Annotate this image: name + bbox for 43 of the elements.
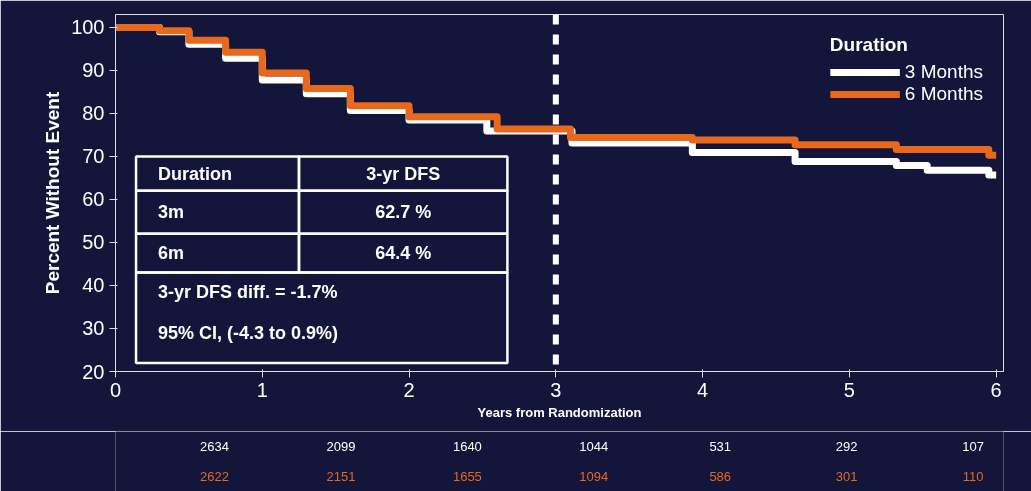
y-tick-label: 20 [82,360,105,383]
y-tick-label: 50 [82,231,105,254]
x-tick-label: 5 [843,378,855,401]
x-tick-label: 1 [256,378,268,401]
text: 2622 [200,469,230,484]
y-axis-title: Percent Without Event [42,91,64,295]
text: 110 [962,469,984,484]
x-tick-label: 6 [990,378,1002,401]
y-tick-label: 40 [82,274,105,297]
annotation: 95% CI, (-4.3 to 0.9%) [158,322,339,343]
text: 2151 [326,469,356,484]
text: 301 [835,469,858,484]
text: 531 [709,439,732,454]
y-tick-label: 80 [82,102,105,125]
annotation: Duration [158,163,233,184]
annotation: 6m [158,243,185,264]
x-tick-label: 4 [697,378,709,401]
annotation: 64.4 % [375,243,432,264]
y-tick-label: 30 [82,317,105,340]
text: 1655 [452,469,482,484]
text: 586 [709,469,732,484]
text: 1640 [452,439,482,454]
legend-title: Duration [829,34,909,56]
annotation: 62.7 % [375,202,432,223]
annotation: 3m [158,202,185,223]
text: 292 [835,439,858,454]
text: 2634 [200,439,230,454]
y-tick-label: 70 [82,145,105,168]
text: 1044 [579,439,609,454]
y-tick-label: 60 [82,188,105,211]
x-tick-label: 2 [403,378,415,401]
text: 107 [962,439,984,454]
text: 2099 [326,439,356,454]
y-tick-label: 90 [82,59,105,82]
legend-label: 3 Months [904,61,983,83]
text: 1094 [579,469,609,484]
x-axis-title: Years from Randomization [477,404,642,420]
y-tick-label: 100 [71,16,105,39]
x-tick-label: 3 [550,378,562,401]
annotation: 3-yr DFS diff. = -1.7% [158,281,338,302]
annotation: 3-yr DFS [366,163,441,184]
x-tick-label: 0 [109,378,122,401]
legend-label: 6 Months [904,83,983,105]
